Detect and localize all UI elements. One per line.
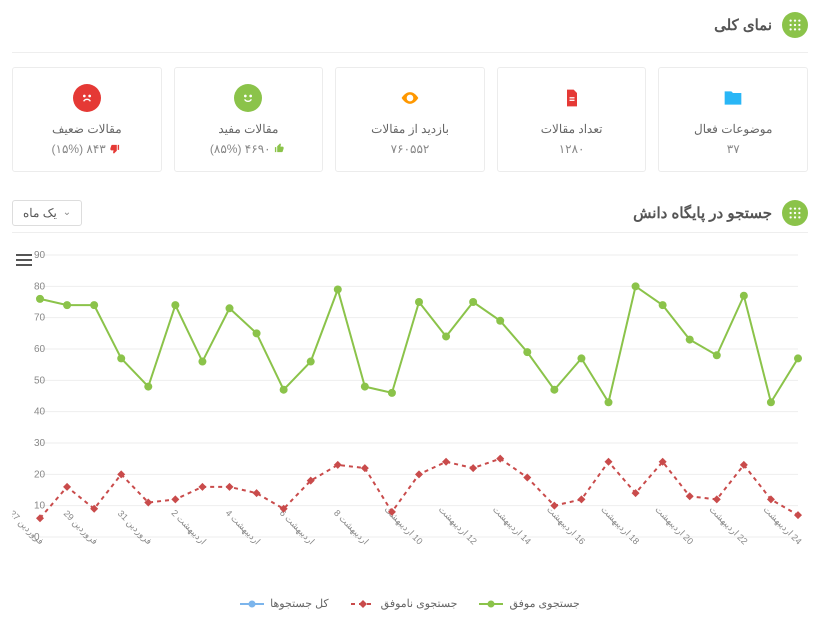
svg-text:18 اردیبهشت: 18 اردیبهشت xyxy=(598,504,641,547)
svg-text:14 اردیبهشت: 14 اردیبهشت xyxy=(490,504,533,547)
legend-item[interactable]: جستجوی ناموفق xyxy=(351,597,458,611)
file-icon xyxy=(558,84,586,112)
chart-legend: جستجوی موفق جستجوی ناموفق کل جستجوها xyxy=(12,597,808,611)
legend-marker xyxy=(479,597,503,611)
eye-icon xyxy=(396,84,424,112)
svg-text:22 اردیبهشت: 22 اردیبهشت xyxy=(707,504,750,547)
legend-label: کل جستجوها xyxy=(270,597,329,610)
stat-card-weak: مقالات ضعیف ۸۴۳ (۱۵%) xyxy=(12,67,162,172)
stat-card-value: ۸۴۳ (۱۵%) xyxy=(21,142,153,157)
legend-label: جستجوی ناموفق xyxy=(381,597,458,610)
svg-text:20: 20 xyxy=(34,469,46,480)
svg-text:اردیبهشت 2: اردیبهشت 2 xyxy=(169,508,208,547)
legend-marker xyxy=(240,597,264,611)
stat-card-value: ۳۷ xyxy=(667,142,799,156)
svg-text:فروردین 29: فروردین 29 xyxy=(61,508,100,547)
svg-text:60: 60 xyxy=(34,344,46,355)
svg-text:اردیبهشت 6: اردیبهشت 6 xyxy=(277,508,316,547)
overview-title: نمای کلی xyxy=(714,16,772,34)
stat-card-label: مقالات ضعیف xyxy=(21,122,153,136)
chevron-down-icon: ⌄ xyxy=(63,207,71,218)
grid-icon xyxy=(782,200,808,226)
legend-marker xyxy=(351,597,375,611)
period-dropdown[interactable]: ⌄ یک ماه xyxy=(12,200,82,226)
period-dropdown-label: یک ماه xyxy=(23,206,57,220)
svg-text:30: 30 xyxy=(34,438,46,449)
stat-card-views: بازدید از مقالات ۷۶۰۵۵۲ xyxy=(335,67,485,172)
legend-item[interactable]: جستجوی موفق xyxy=(479,597,579,611)
grid-icon xyxy=(782,12,808,38)
svg-text:اردیبهشت 4: اردیبهشت 4 xyxy=(223,508,262,547)
svg-text:10 اردیبهشت: 10 اردیبهشت xyxy=(382,504,425,547)
svg-text:24 اردیبهشت: 24 اردیبهشت xyxy=(761,504,804,547)
search-chart: 0102030405060708090فروردین 27فروردین 29ف… xyxy=(12,247,808,587)
svg-text:فروردین 27: فروردین 27 xyxy=(12,508,46,547)
svg-text:20 اردیبهشت: 20 اردیبهشت xyxy=(653,504,696,547)
divider xyxy=(12,52,808,53)
stat-card-value: ۱۲۸۰ xyxy=(506,142,638,156)
stat-card-value: ۷۶۰۵۵۲ xyxy=(344,142,476,156)
svg-text:فروردین 31: فروردین 31 xyxy=(115,508,154,547)
thumb-up-icon xyxy=(274,143,285,157)
svg-text:16 اردیبهشت: 16 اردیبهشت xyxy=(544,504,587,547)
stats-cards: موضوعات فعال ۳۷ تعداد مقالات ۱۲۸۰ بازدید… xyxy=(12,67,808,172)
legend-label: جستجوی موفق xyxy=(509,597,579,610)
search-header: جستجو در پایگاه دانش xyxy=(633,200,808,226)
chart-menu-icon[interactable] xyxy=(12,247,36,273)
overview-header: نمای کلی xyxy=(12,12,808,38)
smile-icon xyxy=(234,84,262,112)
svg-text:اردیبهشت 8: اردیبهشت 8 xyxy=(331,508,370,547)
sad-icon xyxy=(73,84,101,112)
stat-card-label: تعداد مقالات xyxy=(506,122,638,136)
svg-text:10: 10 xyxy=(34,500,46,511)
stat-card-articles: تعداد مقالات ۱۲۸۰ xyxy=(497,67,647,172)
stat-card-label: موضوعات فعال xyxy=(667,122,799,136)
divider xyxy=(12,232,808,233)
stat-card-label: مقالات مفید xyxy=(183,122,315,136)
svg-text:70: 70 xyxy=(34,312,46,323)
svg-text:80: 80 xyxy=(34,281,46,292)
svg-text:12 اردیبهشت: 12 اردیبهشت xyxy=(436,504,479,547)
svg-text:40: 40 xyxy=(34,406,46,417)
stat-card-useful: مقالات مفید ۴۶۹۰ (۸۵%) xyxy=(174,67,324,172)
search-title: جستجو در پایگاه دانش xyxy=(633,204,772,222)
thumb-down-icon xyxy=(109,143,120,157)
stat-card-value: ۴۶۹۰ (۸۵%) xyxy=(183,142,315,157)
stat-card-topics: موضوعات فعال ۳۷ xyxy=(658,67,808,172)
stat-card-label: بازدید از مقالات xyxy=(344,122,476,136)
folder-icon xyxy=(719,84,747,112)
legend-item[interactable]: کل جستجوها xyxy=(240,597,329,611)
svg-text:50: 50 xyxy=(34,375,46,386)
